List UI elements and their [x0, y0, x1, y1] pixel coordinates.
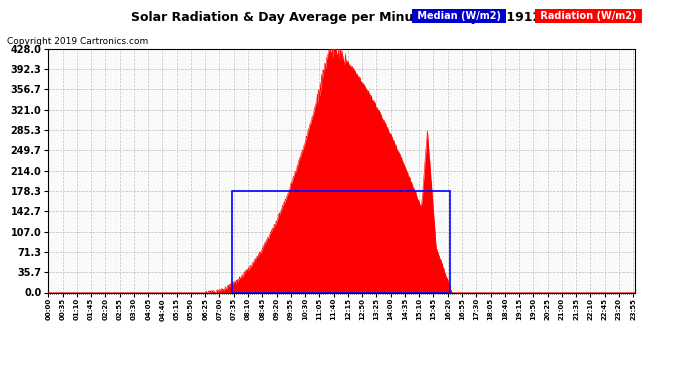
Bar: [232, 191, 450, 292]
Text: Solar Radiation & Day Average per Minute (Today) 20191203: Solar Radiation & Day Average per Minute…: [131, 11, 559, 24]
Text: Copyright 2019 Cartronics.com: Copyright 2019 Cartronics.com: [7, 38, 148, 46]
Text: Median (W/m2): Median (W/m2): [414, 11, 504, 21]
Text: Radiation (W/m2): Radiation (W/m2): [537, 11, 640, 21]
